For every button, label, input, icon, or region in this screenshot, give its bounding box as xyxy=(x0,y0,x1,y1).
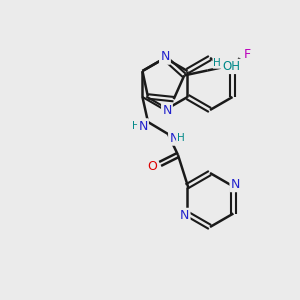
Text: H: H xyxy=(177,133,185,143)
Text: H: H xyxy=(214,58,221,68)
Text: N: N xyxy=(180,209,189,222)
Text: N: N xyxy=(138,119,148,133)
Text: H: H xyxy=(132,121,140,131)
Text: N: N xyxy=(160,50,170,64)
Text: O: O xyxy=(147,160,157,173)
Text: N: N xyxy=(162,104,172,118)
Text: N: N xyxy=(231,178,240,191)
Text: OH: OH xyxy=(222,60,240,73)
Text: N: N xyxy=(169,131,179,145)
Text: F: F xyxy=(244,49,251,62)
